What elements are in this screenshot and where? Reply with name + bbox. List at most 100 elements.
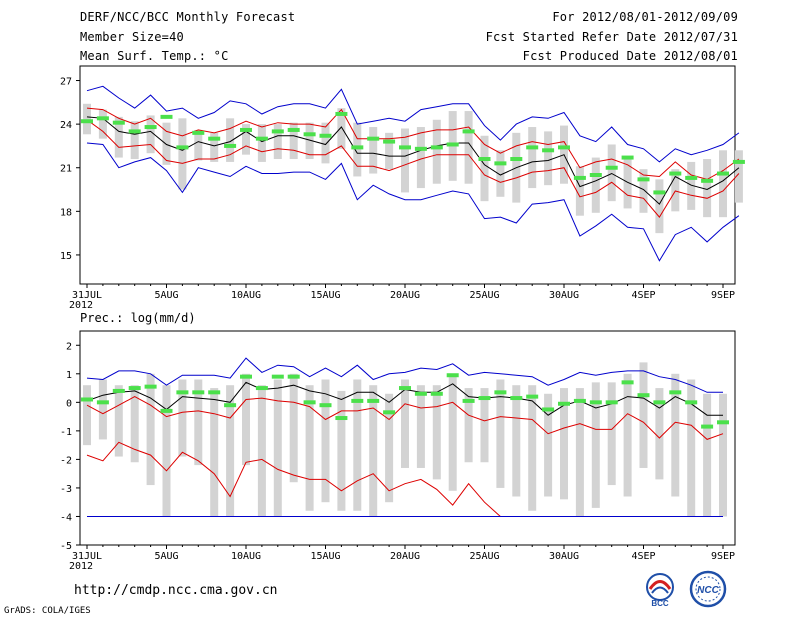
x-tick-label: 15AUG [310, 551, 340, 562]
spread-box [623, 373, 632, 497]
spread-box [544, 131, 553, 186]
observed-mark [128, 386, 141, 391]
spread-box [162, 122, 171, 165]
x-tick-year-label: 2012 [69, 561, 93, 572]
observed-mark [446, 142, 459, 147]
spread-box [257, 385, 266, 517]
observed-mark [208, 136, 221, 141]
spread-box [130, 121, 139, 160]
x-tick-year-label: 2012 [69, 300, 93, 311]
spread-box [448, 373, 457, 491]
spread-box [305, 122, 314, 160]
spread-box [528, 127, 537, 189]
spread-box [655, 179, 664, 234]
spread-box [289, 122, 298, 160]
x-tick-label: 4SEP [631, 551, 655, 562]
observed-mark [367, 398, 380, 403]
observed-mark [255, 136, 268, 141]
spread-box [496, 379, 505, 488]
y-tick-label: 18 [60, 207, 72, 218]
observed-mark [271, 374, 284, 379]
x-tick-label: 30AUG [549, 290, 579, 301]
observed-mark [112, 120, 125, 125]
observed-mark [685, 175, 698, 180]
observed-mark [653, 400, 666, 405]
spread-box [480, 135, 489, 202]
observed-mark [526, 394, 539, 399]
observed-mark [542, 407, 555, 412]
observed-mark [589, 400, 602, 405]
spread-box [226, 385, 235, 517]
spread-box [194, 129, 203, 161]
observed-mark [526, 145, 539, 150]
observed-mark [271, 129, 284, 134]
observed-mark [637, 393, 650, 398]
spread-box [623, 159, 632, 209]
x-tick-label: 10AUG [231, 290, 261, 301]
observed-mark [494, 161, 507, 166]
series-line-min [86, 142, 740, 262]
series-line-p25 [86, 396, 724, 440]
y-tick-label: 15 [60, 251, 72, 262]
grads-credit: GrADS: COLA/IGES [4, 606, 91, 616]
x-tick-label: 5AUG [154, 551, 178, 562]
spread-box [242, 124, 250, 155]
spread-box [607, 144, 616, 202]
observed-mark [335, 416, 348, 421]
observed-mark [558, 145, 570, 150]
spread-box [114, 385, 123, 457]
observed-mark [351, 398, 364, 403]
observed-mark [303, 132, 316, 137]
spread-box [83, 103, 91, 135]
observed-mark [717, 171, 729, 176]
observed-mark [669, 171, 682, 176]
spread-box [242, 373, 250, 466]
x-tick-label: 9SEP [711, 551, 735, 562]
spread-box [591, 382, 600, 508]
observed-mark [383, 139, 396, 144]
x-tick-label: 5AUG [154, 290, 178, 301]
observed-mark [287, 374, 300, 379]
observed-mark [573, 398, 586, 403]
spread-box [98, 109, 107, 139]
series-line-p25 [86, 119, 740, 218]
spread-box [671, 169, 680, 212]
observed-mark [176, 145, 189, 150]
spread-box [528, 385, 537, 511]
spread-box [416, 385, 425, 468]
spread-box [671, 373, 680, 497]
observed-mark [96, 400, 109, 405]
observed-mark [240, 127, 252, 132]
observed-mark [414, 391, 427, 396]
observed-mark [144, 125, 157, 130]
series-line-mean [86, 116, 740, 205]
spread-box [273, 379, 282, 517]
x-tick-label: 20AUG [390, 290, 420, 301]
y-tick-label: -2 [60, 455, 72, 466]
series-line-max [86, 85, 740, 163]
header-produced-date: Fcst Produced Date 2012/08/01 [522, 49, 738, 63]
observed-mark [430, 391, 443, 396]
observed-mark [717, 420, 729, 425]
spread-box [687, 161, 696, 210]
source-url[interactable]: http://cmdp.ncc.cma.gov.cn [74, 583, 278, 598]
x-tick-label: 31JUL [72, 290, 102, 301]
observed-mark [303, 400, 316, 405]
spread-box [289, 373, 298, 483]
spread-box [703, 159, 712, 218]
spread-box [83, 385, 91, 446]
observed-mark [430, 145, 443, 150]
series-line-max [86, 357, 723, 393]
x-tick-label: 15AUG [310, 290, 340, 301]
spread-box [385, 393, 394, 503]
ncc-logo-text: NCC [697, 585, 719, 596]
x-tick-label: 31JUL [72, 551, 102, 562]
ncc-logo: NCC [689, 570, 727, 608]
observed-mark [128, 129, 141, 134]
observed-mark [510, 396, 523, 401]
observed-mark [176, 390, 189, 395]
y-tick-label: -4 [60, 512, 72, 523]
spread-box [687, 379, 696, 517]
observed-mark [160, 114, 173, 119]
spread-box [432, 385, 441, 480]
